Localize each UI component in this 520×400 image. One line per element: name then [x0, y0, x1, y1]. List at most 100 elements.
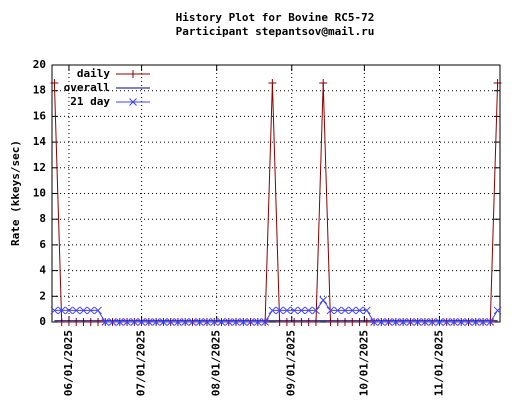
x-tick-label: 06/01/2025 — [62, 330, 75, 396]
point-marker — [50, 306, 59, 315]
legend-marker — [129, 70, 137, 78]
point-marker — [486, 318, 495, 326]
point-marker — [86, 306, 95, 315]
point-marker — [152, 318, 160, 326]
point-marker — [123, 318, 131, 326]
point-marker — [348, 306, 357, 315]
point-marker — [94, 306, 102, 315]
point-marker — [246, 318, 255, 326]
point-marker — [326, 306, 335, 315]
y-tick-label: 18 — [33, 84, 46, 97]
y-tick-label: 14 — [33, 135, 47, 148]
point-marker — [188, 318, 197, 326]
point-marker — [370, 318, 378, 326]
point-marker — [115, 318, 124, 326]
point-marker — [166, 318, 175, 326]
point-marker — [326, 318, 335, 326]
y-tick-label: 2 — [39, 289, 46, 302]
point-marker — [311, 318, 320, 326]
point-marker — [210, 318, 219, 326]
point-marker — [333, 318, 342, 326]
point-marker — [362, 318, 371, 326]
point-marker — [130, 318, 139, 326]
chart-title: History Plot for Bovine RC5-72 — [176, 11, 375, 24]
point-marker — [341, 318, 350, 326]
point-marker — [290, 306, 299, 315]
point-marker — [297, 318, 306, 326]
point-marker — [304, 318, 313, 326]
point-marker — [312, 306, 320, 315]
legend-label: 21 day — [70, 95, 110, 108]
point-marker — [72, 306, 81, 315]
point-marker — [348, 318, 357, 326]
point-marker — [261, 318, 269, 326]
point-marker — [64, 318, 73, 326]
point-marker — [355, 306, 364, 315]
point-marker — [442, 318, 451, 326]
point-marker — [203, 318, 211, 326]
point-marker — [174, 318, 182, 326]
point-marker — [493, 306, 502, 315]
point-marker — [392, 318, 400, 326]
legend-label: overall — [64, 81, 110, 94]
point-marker — [275, 318, 284, 326]
point-marker — [57, 318, 66, 326]
y-tick-label: 10 — [33, 187, 46, 200]
point-marker — [304, 306, 313, 315]
point-marker — [457, 318, 466, 326]
point-marker — [377, 318, 386, 326]
point-marker — [101, 318, 110, 326]
point-marker — [195, 318, 204, 326]
point-marker — [450, 318, 458, 326]
x-tick-label: 11/01/2025 — [432, 330, 445, 396]
legend-marker — [129, 98, 137, 106]
point-marker — [181, 318, 190, 326]
y-tick-label: 20 — [33, 58, 46, 71]
x-tick-label: 09/01/2025 — [285, 330, 298, 396]
point-marker — [493, 78, 502, 87]
point-marker — [72, 318, 81, 326]
point-marker — [57, 306, 66, 315]
point-marker — [137, 318, 146, 326]
point-marker — [399, 318, 407, 326]
point-marker — [362, 306, 371, 315]
point-marker — [355, 318, 364, 326]
point-marker — [232, 318, 240, 326]
chart-subtitle: Participant stepantsov@mail.ru — [176, 25, 375, 38]
point-marker — [319, 78, 328, 87]
point-marker — [268, 306, 277, 315]
point-marker — [79, 318, 88, 326]
series-line — [53, 82, 499, 323]
point-marker — [79, 306, 88, 315]
x-tick-label: 08/01/2025 — [210, 330, 223, 396]
y-tick-label: 12 — [33, 161, 46, 174]
point-marker — [50, 78, 59, 87]
legend-label: daily — [77, 67, 110, 80]
point-marker — [145, 318, 153, 326]
x-tick-label: 10/01/2025 — [357, 330, 370, 396]
point-marker — [421, 318, 429, 326]
y-tick-label: 6 — [39, 238, 46, 251]
point-marker — [341, 306, 349, 315]
point-marker — [159, 318, 168, 326]
point-marker — [65, 306, 73, 315]
x-tick-label: 07/01/2025 — [135, 330, 148, 396]
point-marker — [108, 318, 117, 326]
point-marker — [290, 318, 299, 326]
point-marker — [94, 318, 103, 326]
y-tick-label: 16 — [33, 109, 47, 122]
point-marker — [253, 318, 262, 326]
point-marker — [413, 318, 422, 326]
y-tick-label: 4 — [39, 264, 46, 277]
y-tick-label: 0 — [39, 315, 46, 328]
y-tick-label: 8 — [39, 212, 46, 225]
point-marker — [224, 318, 233, 326]
point-marker — [384, 318, 393, 326]
point-marker — [406, 318, 415, 326]
point-marker — [319, 296, 328, 305]
point-marker — [479, 318, 487, 326]
point-marker — [275, 306, 284, 315]
point-marker — [333, 306, 342, 315]
y-axis-label: Rate (kkeys/sec) — [9, 140, 22, 246]
